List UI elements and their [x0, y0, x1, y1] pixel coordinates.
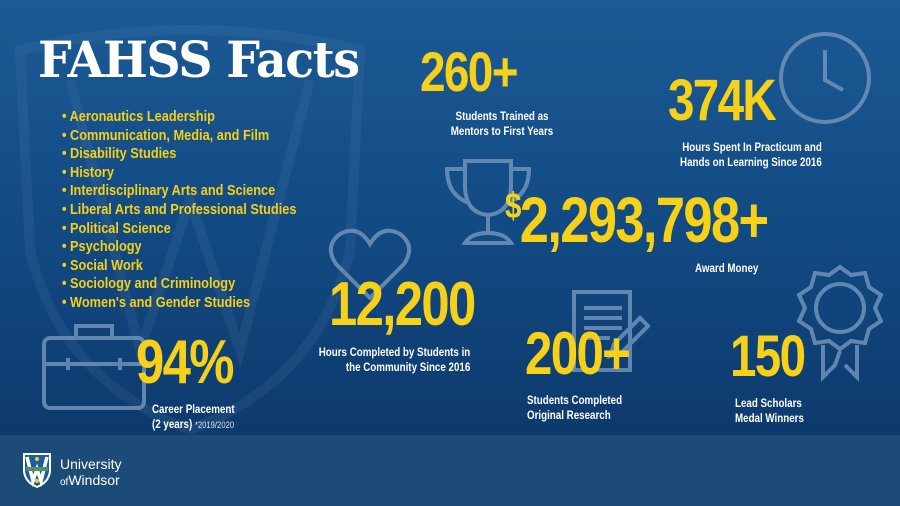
- caption-line: Career Placement: [152, 404, 235, 416]
- caption-years: (2 years): [152, 419, 193, 431]
- wordmark-line2: ofWindsor: [60, 472, 121, 491]
- briefcase-icon: [42, 324, 146, 410]
- community-caption: Hours Completed by Students in the Commu…: [318, 346, 470, 376]
- program-list: Aeronautics Leadership Communication, Me…: [62, 108, 328, 313]
- caption-note: *2019/2020: [194, 420, 235, 430]
- practicum-value: 374K: [668, 68, 777, 133]
- caption-line: Original Research: [527, 410, 611, 422]
- heart-icon: [328, 228, 412, 301]
- program-item: Women's and Gender Studies: [62, 294, 250, 313]
- mentors-caption: Students Trained as Mentors to First Yea…: [443, 110, 562, 140]
- footer: [0, 435, 900, 506]
- trophy-icon: [444, 159, 532, 245]
- wordmark-of: of: [60, 477, 69, 488]
- award-caption: Award Money: [695, 263, 759, 275]
- program-item: Sociology and Criminology: [62, 275, 235, 294]
- caption-line: Medal Winners: [735, 413, 804, 425]
- caption-line: Hours Spent In Practicum and: [682, 142, 822, 154]
- research-caption: Students Completed Original Research: [527, 394, 622, 424]
- practicum-caption: Hours Spent In Practicum and Hands on Le…: [680, 141, 822, 171]
- program-item: Disability Studies: [62, 145, 176, 164]
- page-title: FAHSS Facts: [38, 30, 360, 89]
- research-value: 200+: [525, 320, 631, 387]
- caption-line: Students Trained as: [455, 111, 549, 123]
- caption-line: (2 years) *2019/2020: [152, 418, 235, 433]
- university-crest-logo: [23, 453, 51, 488]
- program-item: Communication, Media, and Film: [62, 127, 269, 146]
- program-item: Political Science: [62, 220, 171, 239]
- career-caption: Career Placement (2 years) *2019/2020: [152, 403, 235, 433]
- wordmark-line1: University: [60, 456, 122, 472]
- program-item: Social Work: [62, 257, 143, 276]
- caption-line: Hours Completed by Students in: [318, 347, 470, 359]
- career-value: 94%: [136, 328, 234, 397]
- community-value: 12,200: [329, 270, 476, 339]
- caption-line: Mentors to First Years: [450, 126, 554, 138]
- program-item: Interdisciplinary Arts and Science: [62, 182, 275, 201]
- document-pencil-icon: [572, 290, 650, 372]
- university-wordmark: University ofWindsor: [60, 456, 121, 491]
- scholars-caption: Lead Scholars Medal Winners: [735, 397, 804, 427]
- currency-symbol: $: [505, 185, 521, 226]
- program-item: Psychology: [62, 238, 142, 257]
- mentors-value: 260+: [420, 40, 519, 103]
- scholars-value: 150: [730, 324, 806, 389]
- caption-line: Lead Scholars: [735, 398, 802, 410]
- caption-line: Hands on Learning Since 2016: [680, 157, 822, 169]
- program-item: Liberal Arts and Professional Studies: [62, 201, 296, 220]
- wordmark-windsor: Windsor: [68, 472, 120, 488]
- program-item: Aeronautics Leadership: [62, 108, 215, 127]
- program-item: History: [62, 164, 114, 183]
- award-amount: 2,293,798+: [519, 184, 769, 256]
- medal-icon: [796, 264, 884, 382]
- caption-line: Students Completed: [527, 395, 623, 407]
- caption-line: the Community Since 2016: [345, 362, 470, 374]
- clock-icon: [779, 32, 871, 124]
- award-value: $2,293,798+: [505, 185, 769, 253]
